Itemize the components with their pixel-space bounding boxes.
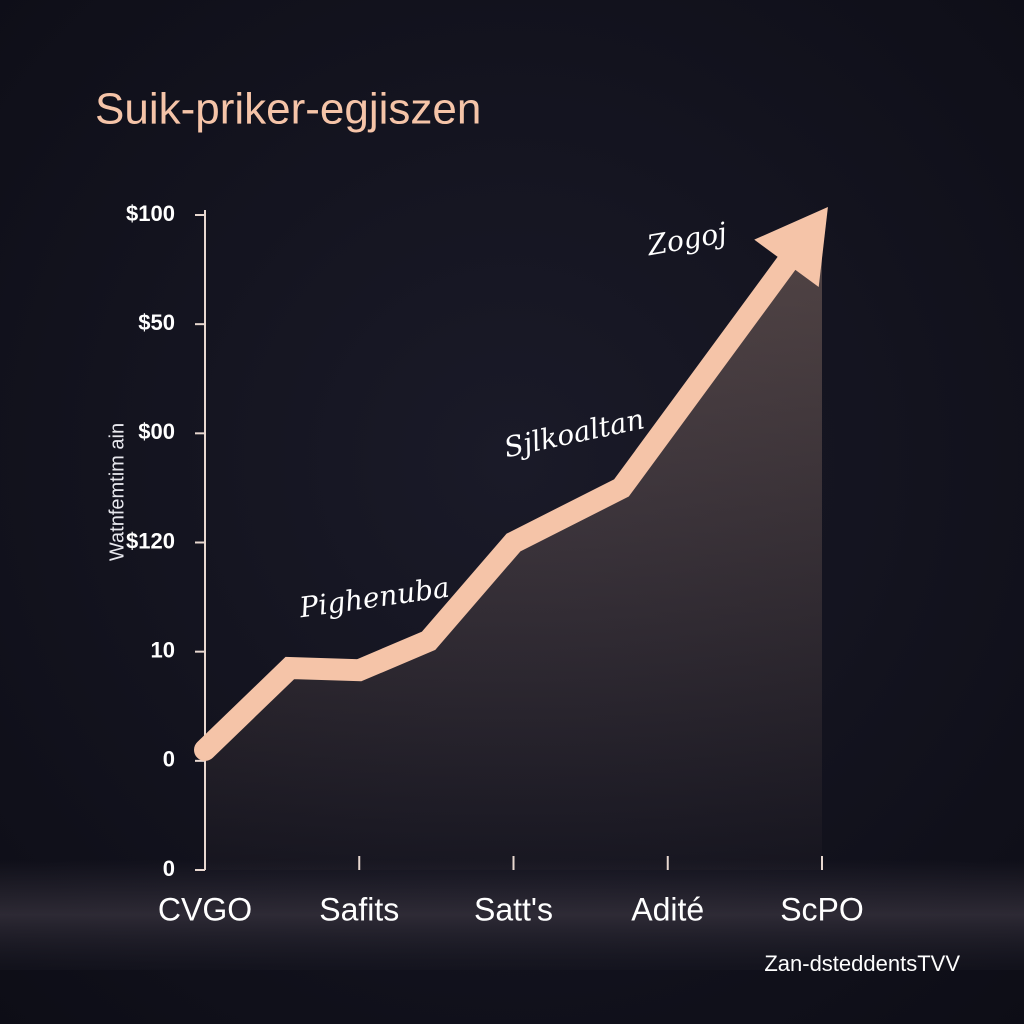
y-tick-label: $50 xyxy=(138,310,175,335)
y-tick-label: 0 xyxy=(163,856,175,881)
x-tick-label: Safits xyxy=(319,891,399,927)
floor-glow xyxy=(0,860,1024,970)
x-tick-label: CVGO xyxy=(158,891,252,927)
y-tick-label: 0 xyxy=(163,747,175,772)
footer: Zan-dsteddentsTVV xyxy=(764,951,960,976)
y-axis-title: Watnfemtim ain xyxy=(106,423,128,561)
arrow-head xyxy=(754,206,828,288)
y-tick-label: $120 xyxy=(126,528,175,553)
y-tick-label: 10 xyxy=(151,637,175,662)
x-tick-label: Satt's xyxy=(474,891,553,927)
x-tick-label: Adité xyxy=(631,891,704,927)
x-tick-label: ScPO xyxy=(780,891,864,927)
chart-title: Suik-priker-egjiszen xyxy=(95,85,481,134)
y-tick-label: $100 xyxy=(126,201,175,226)
trend-line xyxy=(194,242,805,761)
y-tick-label: $00 xyxy=(138,419,175,444)
